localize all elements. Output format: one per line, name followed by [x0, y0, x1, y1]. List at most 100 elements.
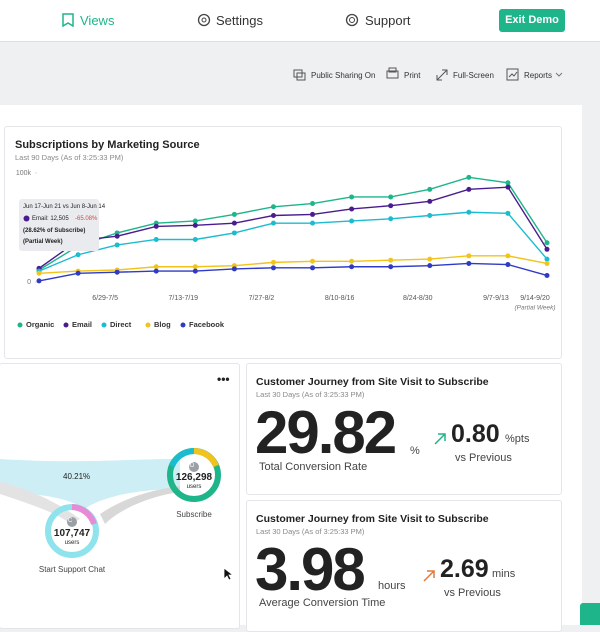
tooltip: Jun 17-Jun 21 vs Jun 8-Jun 14 Email: 12,…	[19, 199, 105, 251]
data-point	[466, 174, 472, 180]
up-arrow	[434, 433, 446, 445]
data-point	[388, 264, 394, 270]
data-point	[388, 203, 394, 209]
stage-value: 126,298	[175, 472, 213, 483]
legend-swatch	[180, 322, 186, 328]
toolbar-item[interactable]: Full-Screen	[453, 71, 494, 80]
stage-unit: users	[186, 484, 202, 490]
x-tick-label: 9/14-9/20	[520, 295, 550, 302]
kpi-delta-unit: mins	[492, 568, 516, 580]
stage-label: Subscribe	[176, 510, 212, 519]
kpi-delta: 0.80	[451, 420, 500, 448]
data-point	[466, 253, 472, 259]
tooltip-title: Jun 17-Jun 21 vs Jun 8-Jun 14	[23, 204, 106, 210]
series-line	[38, 255, 548, 274]
data-point	[427, 263, 433, 269]
series-line	[38, 262, 548, 282]
data-point	[349, 206, 355, 212]
x-tick-label: 7/13-7/19	[169, 295, 199, 302]
data-point	[505, 253, 511, 259]
settings-icon	[197, 13, 211, 27]
series-line	[38, 211, 548, 272]
kpi-delta-caption: vs Previous	[444, 587, 501, 599]
nav-item[interactable]: Views	[80, 13, 115, 28]
stage-icon: C	[68, 518, 73, 524]
data-point	[544, 240, 550, 246]
views-icon	[62, 13, 74, 27]
tooltip-share: (28.62% of Subscribe)	[23, 228, 86, 234]
data-point	[544, 256, 550, 262]
data-point	[231, 211, 237, 217]
data-point	[231, 266, 237, 272]
data-point	[349, 218, 355, 224]
series-line	[38, 176, 548, 271]
kpi-title: Customer Journey from Site Visit to Subs…	[256, 513, 489, 525]
stage-icon: D	[190, 463, 195, 469]
funnel-card: ••• 40.21% D 126,298 users Subscribe C 1…	[0, 363, 240, 629]
data-point	[505, 210, 511, 216]
data-point	[231, 220, 237, 226]
nav-bar: Views Settings Support Exit Demo	[0, 0, 600, 42]
legend-label: Blog	[154, 320, 171, 329]
data-point	[270, 213, 276, 219]
toolbar-item[interactable]: Public Sharing On	[311, 71, 376, 80]
up-arrow	[423, 570, 435, 582]
data-point	[544, 272, 550, 278]
kpi-delta-caption: vs Previous	[455, 452, 512, 464]
legend-label: Direct	[110, 320, 132, 329]
exit-button[interactable]: Exit Demo	[499, 9, 565, 32]
tooltip-change: -65.08%	[75, 216, 98, 222]
data-point	[388, 257, 394, 263]
nav-item[interactable]: Settings	[216, 13, 263, 28]
data-point	[349, 258, 355, 264]
toolbar-item[interactable]: Print	[404, 71, 421, 80]
toolbar-item[interactable]: Reports	[524, 71, 553, 80]
chart: Subscriptions by Marketing Source Last 9…	[15, 139, 556, 329]
kpi-unit: %	[410, 445, 420, 457]
data-point	[114, 269, 120, 275]
stage-unit: users	[64, 540, 80, 546]
data-point	[427, 198, 433, 204]
kpi-title: Customer Journey from Site Visit to Subs…	[256, 376, 489, 388]
data-point	[310, 258, 316, 264]
data-point	[114, 242, 120, 248]
menu-dots[interactable]: •••	[217, 372, 230, 386]
kpi-caption: Average Conversion Time	[259, 597, 386, 609]
kpi-subtitle: Last 30 Days (As of 3:25:33 PM)	[256, 390, 365, 399]
x-tick-label: 7/27-8/2	[249, 295, 275, 302]
data-point	[310, 220, 316, 226]
data-point	[388, 216, 394, 222]
data-point	[192, 268, 198, 274]
data-point	[192, 264, 198, 270]
legend-swatch	[63, 322, 69, 328]
annotation: (Partial Week)	[514, 305, 555, 312]
y-tick-label: 0	[27, 279, 31, 286]
data-point	[427, 256, 433, 262]
data-point	[505, 262, 511, 268]
data-point	[544, 260, 550, 266]
x-tick-label: 8/24-8/30	[403, 295, 433, 302]
nav-item[interactable]: Support	[365, 13, 411, 28]
data-point	[192, 236, 198, 242]
data-point	[466, 209, 472, 215]
data-point	[153, 223, 159, 229]
data-point	[36, 270, 42, 276]
data-point	[153, 268, 159, 274]
data-point	[270, 220, 276, 226]
kpi-card: Customer Journey from Site Visit to Subs…	[246, 500, 562, 632]
data-point	[349, 194, 355, 200]
data-point	[505, 184, 511, 190]
series-line	[38, 186, 548, 269]
chat-widget[interactable]	[580, 603, 600, 625]
data-point	[466, 186, 472, 192]
data-point	[427, 186, 433, 192]
tooltip-swatch	[23, 215, 30, 222]
x-tick-label: 9/7-9/13	[483, 295, 509, 302]
data-point	[270, 265, 276, 271]
kpi-caption: Total Conversion Rate	[259, 461, 368, 473]
stage-label: Start Support Chat	[38, 565, 106, 574]
x-tick-label: 8/10-8/16	[325, 295, 355, 302]
data-point	[310, 201, 316, 207]
data-point	[75, 270, 81, 276]
